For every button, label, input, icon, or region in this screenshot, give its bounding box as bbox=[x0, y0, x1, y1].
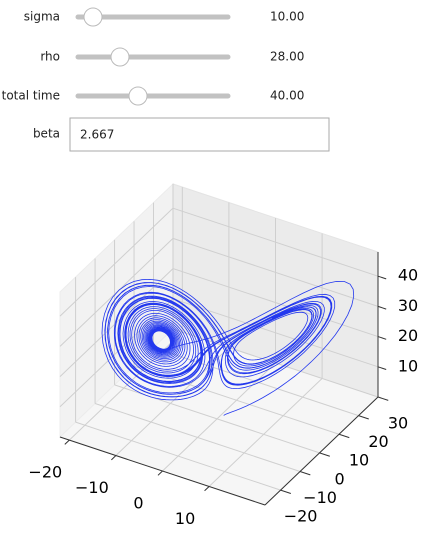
input-value: 2.667 bbox=[80, 128, 114, 142]
control-label: beta bbox=[33, 127, 60, 141]
y-axis-line bbox=[264, 396, 379, 506]
x-tick-label: −20 bbox=[28, 463, 62, 482]
slider-knob[interactable] bbox=[128, 86, 148, 106]
grid-line bbox=[172, 268, 379, 338]
tick-mark bbox=[338, 433, 350, 439]
control-label: sigma bbox=[24, 10, 60, 24]
y-tick-label: 20 bbox=[368, 432, 388, 451]
text-input[interactable] bbox=[69, 117, 330, 152]
z-tick-label: 40 bbox=[398, 266, 418, 285]
slider-knob[interactable] bbox=[110, 47, 130, 67]
grid-line bbox=[75, 421, 281, 491]
z-tick-label: 30 bbox=[398, 296, 418, 315]
tick-mark bbox=[358, 415, 369, 420]
x-tick-label: 10 bbox=[175, 509, 195, 528]
grid-line bbox=[94, 403, 301, 472]
grid-line bbox=[133, 365, 340, 435]
tick-mark bbox=[377, 305, 387, 310]
tick-mark bbox=[319, 452, 330, 457]
control-value: 28.00 bbox=[270, 50, 304, 64]
tick-mark bbox=[377, 396, 389, 401]
tick-mark bbox=[299, 471, 311, 476]
x-axis-line bbox=[59, 436, 266, 506]
grid-line bbox=[172, 207, 379, 277]
tick-mark bbox=[64, 439, 70, 445]
tick-mark bbox=[111, 455, 117, 461]
x-tick-label: −10 bbox=[75, 478, 109, 497]
grid-line bbox=[172, 237, 379, 307]
y-tick-label: 0 bbox=[334, 469, 344, 488]
y-tick-label: 10 bbox=[349, 451, 369, 470]
y-tick-label: −20 bbox=[284, 507, 318, 526]
control-value: 40.00 bbox=[270, 89, 304, 103]
tick-mark bbox=[377, 275, 387, 280]
tick-mark bbox=[377, 336, 387, 340]
grid-line bbox=[59, 298, 174, 408]
slider-knob[interactable] bbox=[83, 7, 103, 27]
control-value: 10.00 bbox=[270, 10, 304, 24]
tick-mark bbox=[280, 489, 291, 494]
y-tick-label: −10 bbox=[303, 488, 337, 507]
control-label: rho bbox=[40, 50, 60, 64]
z-tick-label: 10 bbox=[398, 356, 418, 375]
x-tick-label: 0 bbox=[133, 494, 143, 513]
grid-line bbox=[208, 378, 323, 487]
y-tick-label: 30 bbox=[388, 414, 408, 433]
tick-mark bbox=[377, 366, 387, 370]
grid-line bbox=[59, 207, 174, 317]
tick-mark bbox=[157, 470, 163, 476]
z-tick-label: 20 bbox=[398, 326, 418, 345]
tick-mark bbox=[204, 486, 210, 492]
trajectory bbox=[101, 278, 355, 416]
control-label: total time bbox=[2, 89, 60, 103]
